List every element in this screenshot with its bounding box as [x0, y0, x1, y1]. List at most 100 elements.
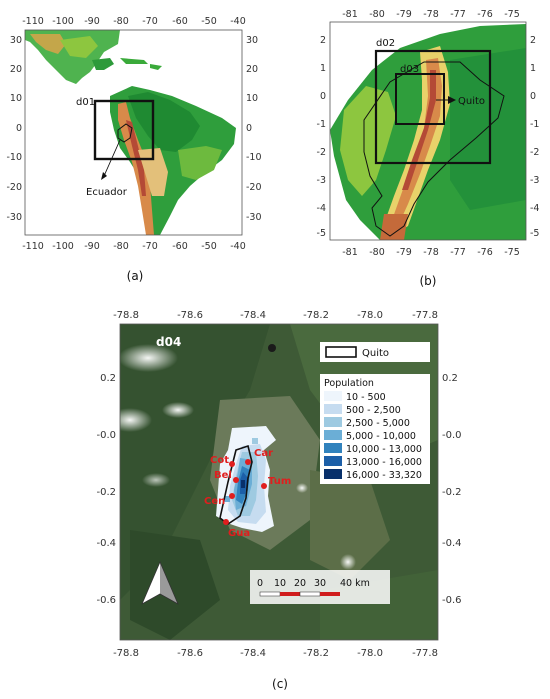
a-bottom-tick: -70: [142, 241, 158, 252]
station-cen-label: Cen: [204, 496, 225, 507]
c-right-tick: -0.6: [442, 595, 462, 606]
a-right-tick: -30: [246, 212, 262, 223]
panel-c-frame: [119, 323, 439, 641]
b-left-tick: 0: [320, 91, 326, 102]
americas-terrain: [25, 30, 236, 235]
c-bottom-tick: -78.6: [177, 648, 203, 659]
c-left-tick: -0.4: [96, 538, 116, 549]
b-top-tick: -80: [369, 9, 385, 20]
legend-swatch: [324, 443, 342, 453]
b-right-tick: -4: [530, 203, 539, 214]
d02-label: d02: [376, 38, 395, 49]
b-left-tick: 2: [320, 35, 326, 46]
legend-swatch: [324, 417, 342, 427]
b-bottom-tick: -76: [477, 247, 493, 258]
b-bottom-tick: -77: [450, 247, 466, 258]
panel-a-frame: [24, 29, 243, 236]
legend-quito-swatch: [325, 346, 357, 358]
c-left-tick: -0.6: [96, 595, 116, 606]
caption-b: (b): [420, 274, 437, 288]
a-bottom-tick: -40: [230, 241, 246, 252]
stations: Car Cot Bel Tum Cen Gua: [204, 448, 291, 539]
b-bottom-tick: -79: [396, 247, 412, 258]
ecuador-pointer-arrow: [101, 172, 107, 180]
a-top-tick: -70: [142, 16, 158, 27]
b-bottom-tick: -80: [369, 247, 385, 258]
a-top-tick: -60: [172, 16, 188, 27]
a-top-tick: -100: [52, 16, 74, 27]
station-tum-label: Tum: [268, 476, 291, 487]
b-left-tick: -5: [317, 228, 326, 239]
ecuador-pointer-line: [103, 139, 121, 177]
scale-label-30: 30: [314, 578, 326, 589]
legend-quito-label: Quito: [362, 348, 389, 359]
c-top-tick: -78.8: [113, 310, 139, 321]
b-top-tick: -75: [504, 9, 520, 20]
legend-item-label: 10,000 - 13,000: [346, 444, 422, 455]
c-right-tick: -0.0: [442, 430, 462, 441]
d04-label: d04: [156, 335, 181, 349]
c-left-tick: -0.2: [96, 487, 116, 498]
ecuador-boundary: [363, 61, 505, 237]
quito-label: Quito: [458, 96, 485, 107]
b-top-tick: -79: [396, 9, 412, 20]
c-bottom-tick: -78.0: [357, 648, 383, 659]
d03-label: d03: [400, 64, 419, 75]
a-left-tick: 20: [10, 64, 22, 75]
b-left-tick: -4: [317, 203, 326, 214]
station-car-label: Car: [254, 448, 273, 459]
panel-c-svg: Car Cot Bel Tum Cen Gua d04 Quito Popula…: [96, 310, 462, 691]
b-top-tick: -81: [342, 9, 358, 20]
a-bottom-tick: -80: [113, 241, 129, 252]
a-left-tick: 30: [10, 35, 22, 46]
a-right-tick: -10: [246, 152, 262, 163]
b-bottom-tick: -78: [423, 247, 439, 258]
c-right-tick: -0.2: [442, 487, 462, 498]
north-arrow-icon: [141, 560, 179, 605]
a-bottom-tick: -90: [84, 241, 100, 252]
c-bottom-tick: -78.8: [113, 648, 139, 659]
panel-a-svg: d01 Ecuador -110 -100 -90 -80 -70 -60 -5…: [6, 16, 262, 283]
legend-item-label: 13,000 - 16,000: [346, 457, 422, 468]
legend-item-label: 5,000 - 10,000: [346, 431, 416, 442]
b-right-tick: -3: [530, 175, 539, 186]
c-left-tick: 0.2: [100, 373, 116, 384]
a-left-tick: 10: [10, 93, 22, 104]
legend-swatch: [324, 404, 342, 414]
quito-boundary: [219, 444, 253, 525]
scale-bar-background: [250, 570, 390, 604]
scale-bar: 0 10 20 30 40 km: [250, 570, 390, 604]
caption-a: (a): [127, 269, 144, 283]
c-right-tick: -0.4: [442, 538, 462, 549]
a-right-tick: -20: [246, 182, 262, 193]
a-top-tick: -110: [22, 16, 44, 27]
a-bottom-tick: -100: [52, 241, 74, 252]
panel-c: Car Cot Bel Tum Cen Gua d04 Quito Popula…: [70, 300, 490, 695]
ecuador-outline: [117, 123, 133, 143]
c-top-tick: -78.2: [303, 310, 329, 321]
c-top-tick: -78.6: [177, 310, 203, 321]
legend-population-title: Population: [324, 378, 374, 389]
station-car-marker: [245, 459, 251, 465]
b-top-tick: -76: [477, 9, 493, 20]
scale-label-10: 10: [274, 578, 286, 589]
station-gua-label: Gua: [228, 528, 250, 539]
b-right-tick: -1: [530, 119, 539, 130]
b-right-tick: 0: [530, 91, 536, 102]
b-left-tick: -2: [317, 147, 326, 158]
legend-swatch: [324, 391, 342, 401]
station-cen-marker: [229, 493, 235, 499]
station-cot-label: Cot: [210, 455, 229, 466]
scale-label-0: 0: [257, 578, 263, 589]
station-gua-marker: [223, 519, 229, 525]
b-right-tick: -5: [530, 228, 539, 239]
legend-swatch: [324, 430, 342, 440]
a-left-tick: -20: [6, 182, 22, 193]
station-tum-marker: [261, 483, 267, 489]
a-right-tick: 0: [246, 123, 252, 134]
b-bottom-tick: -81: [342, 247, 358, 258]
legend: Quito Population 10 - 500 500 - 2,500 2,50…: [320, 342, 430, 484]
a-right-tick: 30: [246, 35, 258, 46]
c-top-tick: -78.4: [240, 310, 266, 321]
panel-a: d01 Ecuador -110 -100 -90 -80 -70 -60 -5…: [0, 0, 270, 290]
